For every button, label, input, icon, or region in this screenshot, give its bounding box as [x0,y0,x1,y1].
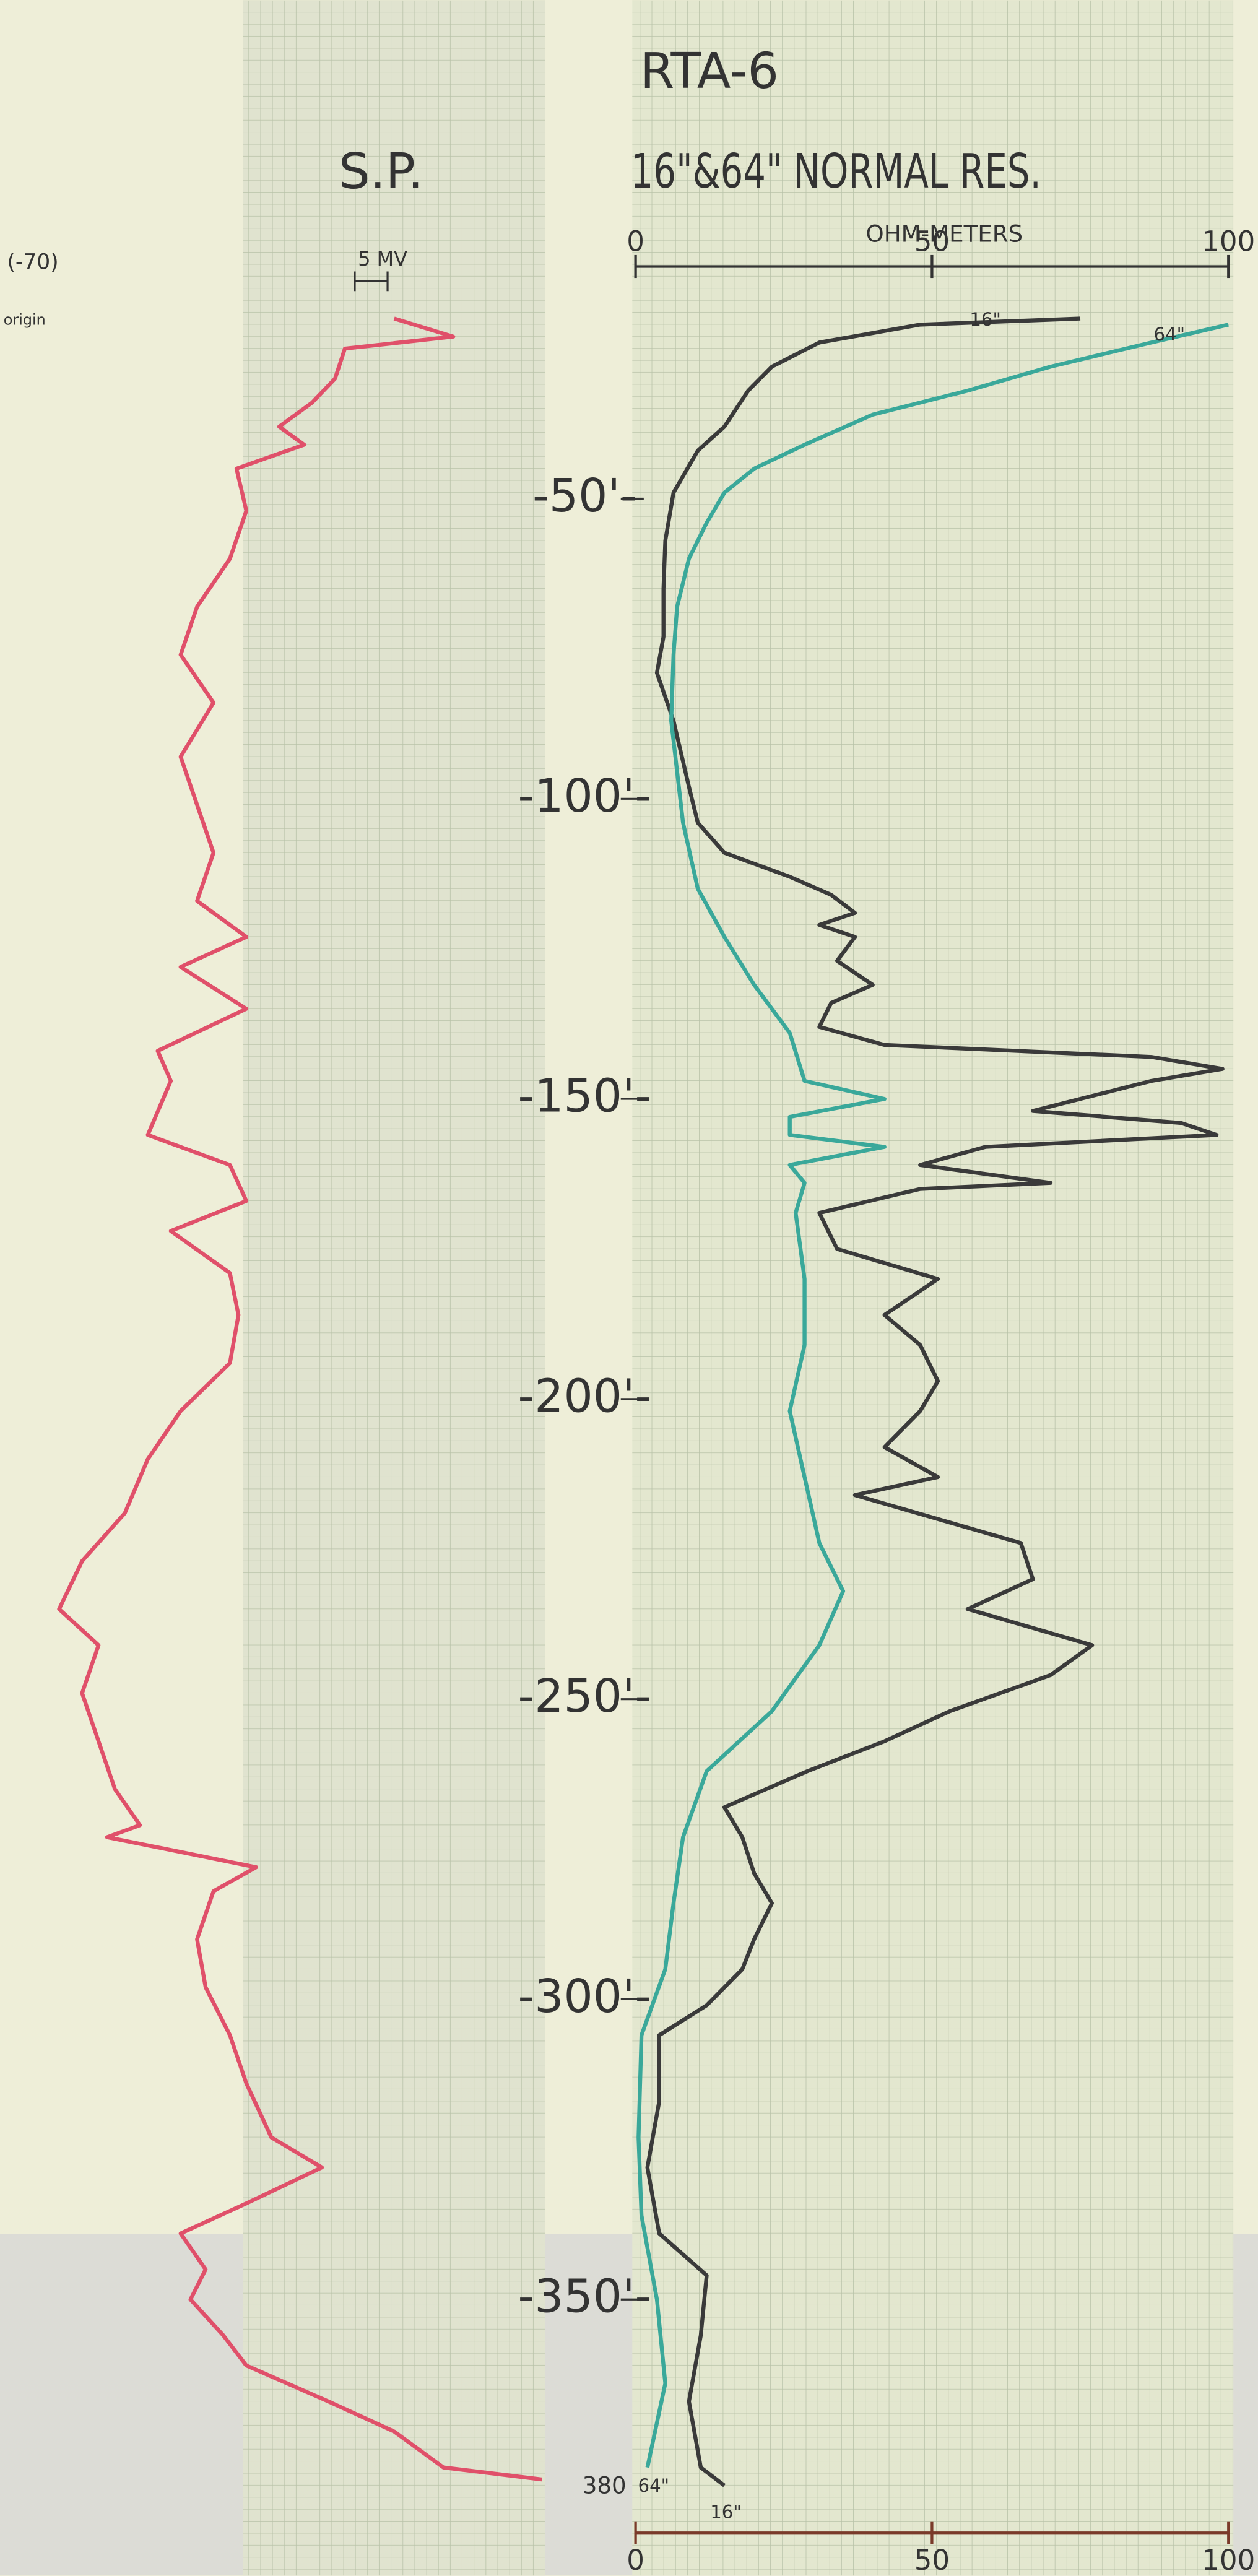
log-curve [636,323,1229,2468]
x-tick-label: 100 [1202,2544,1255,2576]
annotation: origin [4,311,46,329]
log-curve [645,316,1225,2487]
log-curve [57,316,542,2482]
y-tick-label: -100'- [518,769,651,823]
y-tick-label: -50'- [532,469,637,523]
sp-grid [243,0,545,2576]
series-label: 16" [710,2501,742,2522]
plot-layer: S.P. 5 MV (-70) origin RTA-6 16"&64" NORMAL R… [4,42,1255,2576]
series-label: 64" [638,2475,670,2496]
x-axis-label: OHM-METERS [866,221,1023,248]
series-label: 64" [1153,324,1185,345]
y-tick-label: -150'- [518,1069,651,1123]
x-tick-label: 100 [1202,225,1255,258]
chart-subtitle: 16"&64" NORMAL RES. [631,144,1041,199]
annotation: (-70) [7,250,58,275]
x-tick-label: 50 [914,225,950,258]
scale-label: 5 MV [358,247,407,271]
chart-title: RTA-6 [640,42,779,100]
y-tick-label: -250'- [518,1669,651,1723]
x-tick-label: 50 [914,2544,950,2576]
annotation: 380 [583,2473,627,2499]
y-tick-label: -350'- [518,2270,651,2323]
panel-title: S.P. [339,142,423,200]
y-tick-label: -300'- [518,1969,651,2023]
series-label: 16" [970,309,1001,330]
x-tick-label: 0 [627,2544,644,2576]
res-grid [632,0,1234,2576]
y-tick-label: -200'- [518,1369,651,1423]
x-tick-label: 0 [627,225,644,258]
scale-bracket [354,271,389,292]
